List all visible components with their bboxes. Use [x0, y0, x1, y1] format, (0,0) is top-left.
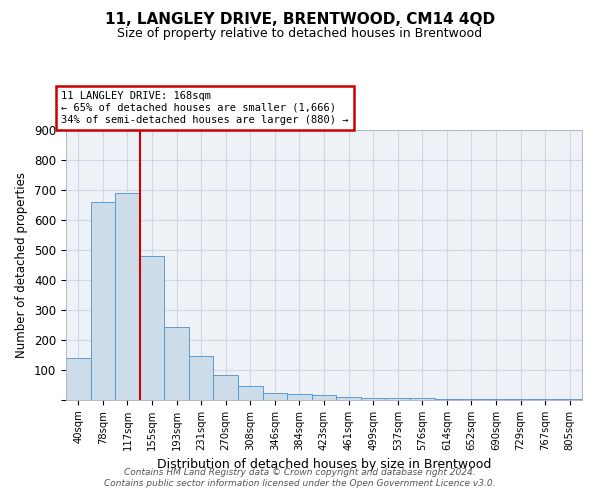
- Bar: [263, 393, 287, 400]
- Bar: [385, 398, 410, 400]
- Bar: [459, 398, 484, 400]
- Bar: [287, 394, 312, 400]
- X-axis label: Distribution of detached houses by size in Brentwood: Distribution of detached houses by size …: [157, 458, 491, 471]
- Text: Contains HM Land Registry data © Crown copyright and database right 2024.
Contai: Contains HM Land Registry data © Crown c…: [104, 468, 496, 487]
- Bar: [312, 394, 336, 400]
- Y-axis label: Number of detached properties: Number of detached properties: [16, 172, 28, 358]
- Bar: [484, 398, 508, 400]
- Bar: [214, 375, 238, 400]
- Text: Size of property relative to detached houses in Brentwood: Size of property relative to detached ho…: [118, 28, 482, 40]
- Bar: [336, 397, 361, 400]
- Text: 11, LANGLEY DRIVE, BRENTWOOD, CM14 4QD: 11, LANGLEY DRIVE, BRENTWOOD, CM14 4QD: [105, 12, 495, 28]
- Bar: [189, 356, 214, 400]
- Bar: [361, 398, 385, 400]
- Bar: [164, 326, 189, 400]
- Bar: [238, 386, 263, 400]
- Bar: [434, 398, 459, 400]
- Bar: [66, 358, 91, 400]
- Bar: [115, 193, 140, 400]
- Bar: [140, 256, 164, 400]
- Text: 11 LANGLEY DRIVE: 168sqm
← 65% of detached houses are smaller (1,666)
34% of sem: 11 LANGLEY DRIVE: 168sqm ← 65% of detach…: [61, 92, 349, 124]
- Bar: [410, 398, 434, 400]
- Bar: [91, 202, 115, 400]
